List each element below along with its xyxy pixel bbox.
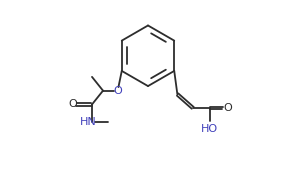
Text: HO: HO bbox=[201, 124, 218, 134]
Text: O: O bbox=[68, 99, 77, 110]
Text: O: O bbox=[223, 103, 232, 113]
Text: HN: HN bbox=[80, 117, 97, 127]
Text: O: O bbox=[113, 86, 122, 96]
